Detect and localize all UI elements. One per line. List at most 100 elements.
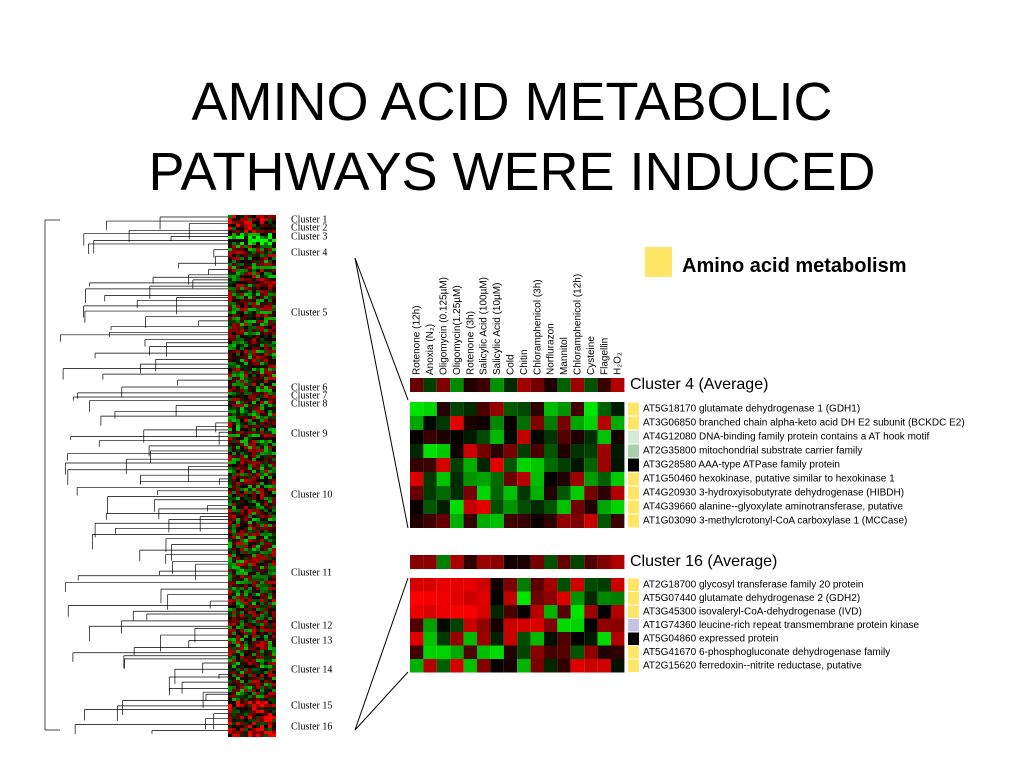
heat-cell	[248, 221, 252, 224]
heat-cell	[268, 323, 272, 326]
heat-cell	[232, 398, 236, 401]
heat-cell	[272, 638, 276, 641]
heat-cell	[268, 527, 272, 530]
heat-cell	[268, 605, 272, 608]
heat-cell	[244, 635, 248, 638]
heat-cell	[256, 680, 260, 683]
heat-cell	[272, 218, 276, 221]
heat-cell	[228, 416, 232, 419]
heat-cell	[268, 371, 272, 374]
heat-cell	[228, 503, 232, 506]
heat-cell	[272, 305, 276, 308]
heat-cell	[264, 515, 268, 518]
heat-cell	[248, 719, 252, 722]
heat-cell	[268, 596, 272, 599]
heat-cell	[240, 722, 244, 725]
heat-cell	[264, 320, 268, 323]
condition-label: Oligomycin(1.25µM)	[452, 285, 463, 375]
heat-cell	[240, 506, 244, 509]
heat-cell	[236, 527, 240, 530]
heat-cell	[244, 719, 248, 722]
heat-cell	[252, 563, 256, 566]
heat-cell	[248, 434, 252, 437]
heat-cell	[256, 563, 260, 566]
heat-cell	[272, 344, 276, 347]
heat-cell	[264, 323, 268, 326]
heat-cell	[232, 302, 236, 305]
heat-cell	[256, 506, 260, 509]
heat-cell	[228, 254, 232, 257]
heat-cell	[240, 623, 244, 626]
heat-cell	[256, 596, 260, 599]
heat-cell	[248, 704, 252, 707]
heat-cell	[268, 407, 272, 410]
heat-cell	[268, 497, 272, 500]
heat-cell	[264, 584, 268, 587]
heat-cell	[272, 584, 276, 587]
heat-cell	[244, 332, 248, 335]
heat-cell	[272, 239, 276, 242]
heat-cell	[252, 458, 256, 461]
heat-cell	[248, 353, 252, 356]
heat-cell	[232, 482, 236, 485]
heat-cell	[248, 566, 252, 569]
heat-cell	[570, 472, 585, 486]
heat-cell	[584, 472, 598, 486]
heat-cell	[232, 713, 236, 716]
heat-cell	[252, 524, 256, 527]
heat-cell	[248, 428, 252, 431]
heat-cell	[252, 470, 256, 473]
heat-cell	[260, 626, 264, 629]
heat-cell	[410, 402, 424, 416]
heat-cell	[240, 710, 244, 713]
heat-cell	[544, 578, 558, 592]
heat-cell	[244, 671, 248, 674]
heat-cell	[232, 260, 236, 263]
heat-cell	[264, 650, 268, 653]
heat-cell	[252, 365, 256, 368]
heat-cell	[272, 506, 276, 509]
heat-cell	[240, 326, 244, 329]
gene-label: AT5G18170 glutamate dehydrogenase 1 (GDH…	[643, 404, 860, 415]
heat-cell	[260, 308, 264, 311]
heat-cell	[232, 356, 236, 359]
heat-cell	[260, 638, 264, 641]
heat-cell	[264, 701, 268, 704]
heat-cell	[236, 500, 240, 503]
heat-cell	[244, 722, 248, 725]
heat-cell	[240, 470, 244, 473]
heat-cell	[268, 710, 272, 713]
heat-cell	[256, 530, 260, 533]
heat-cell	[264, 350, 268, 353]
heat-cell	[256, 431, 260, 434]
heat-cell	[232, 353, 236, 356]
heat-cell	[260, 347, 264, 350]
heat-cell	[252, 455, 256, 458]
heat-cell	[240, 578, 244, 581]
heat-cell	[248, 602, 252, 605]
heat-cell	[248, 443, 252, 446]
heat-cell	[248, 677, 252, 680]
heat-cell	[244, 443, 248, 446]
heat-cell	[240, 215, 244, 218]
heat-cell	[240, 518, 244, 521]
heat-cell	[240, 473, 244, 476]
heat-cell	[272, 551, 276, 554]
heat-cell	[584, 458, 598, 472]
heat-cell	[268, 419, 272, 422]
heat-cell	[240, 449, 244, 452]
heat-cell	[423, 659, 437, 673]
heat-cell	[248, 488, 252, 491]
heat-cell	[244, 302, 248, 305]
overview-heatmap	[228, 215, 276, 737]
heat-cell	[240, 476, 244, 479]
heat-cell	[244, 272, 248, 275]
heat-cell	[256, 539, 260, 542]
heat-cell	[244, 374, 248, 377]
heat-cell	[252, 641, 256, 644]
heat-cell	[248, 551, 252, 554]
heat-cell	[236, 320, 240, 323]
heat-cell	[248, 641, 252, 644]
heat-cell	[264, 485, 268, 488]
heat-cell	[236, 524, 240, 527]
